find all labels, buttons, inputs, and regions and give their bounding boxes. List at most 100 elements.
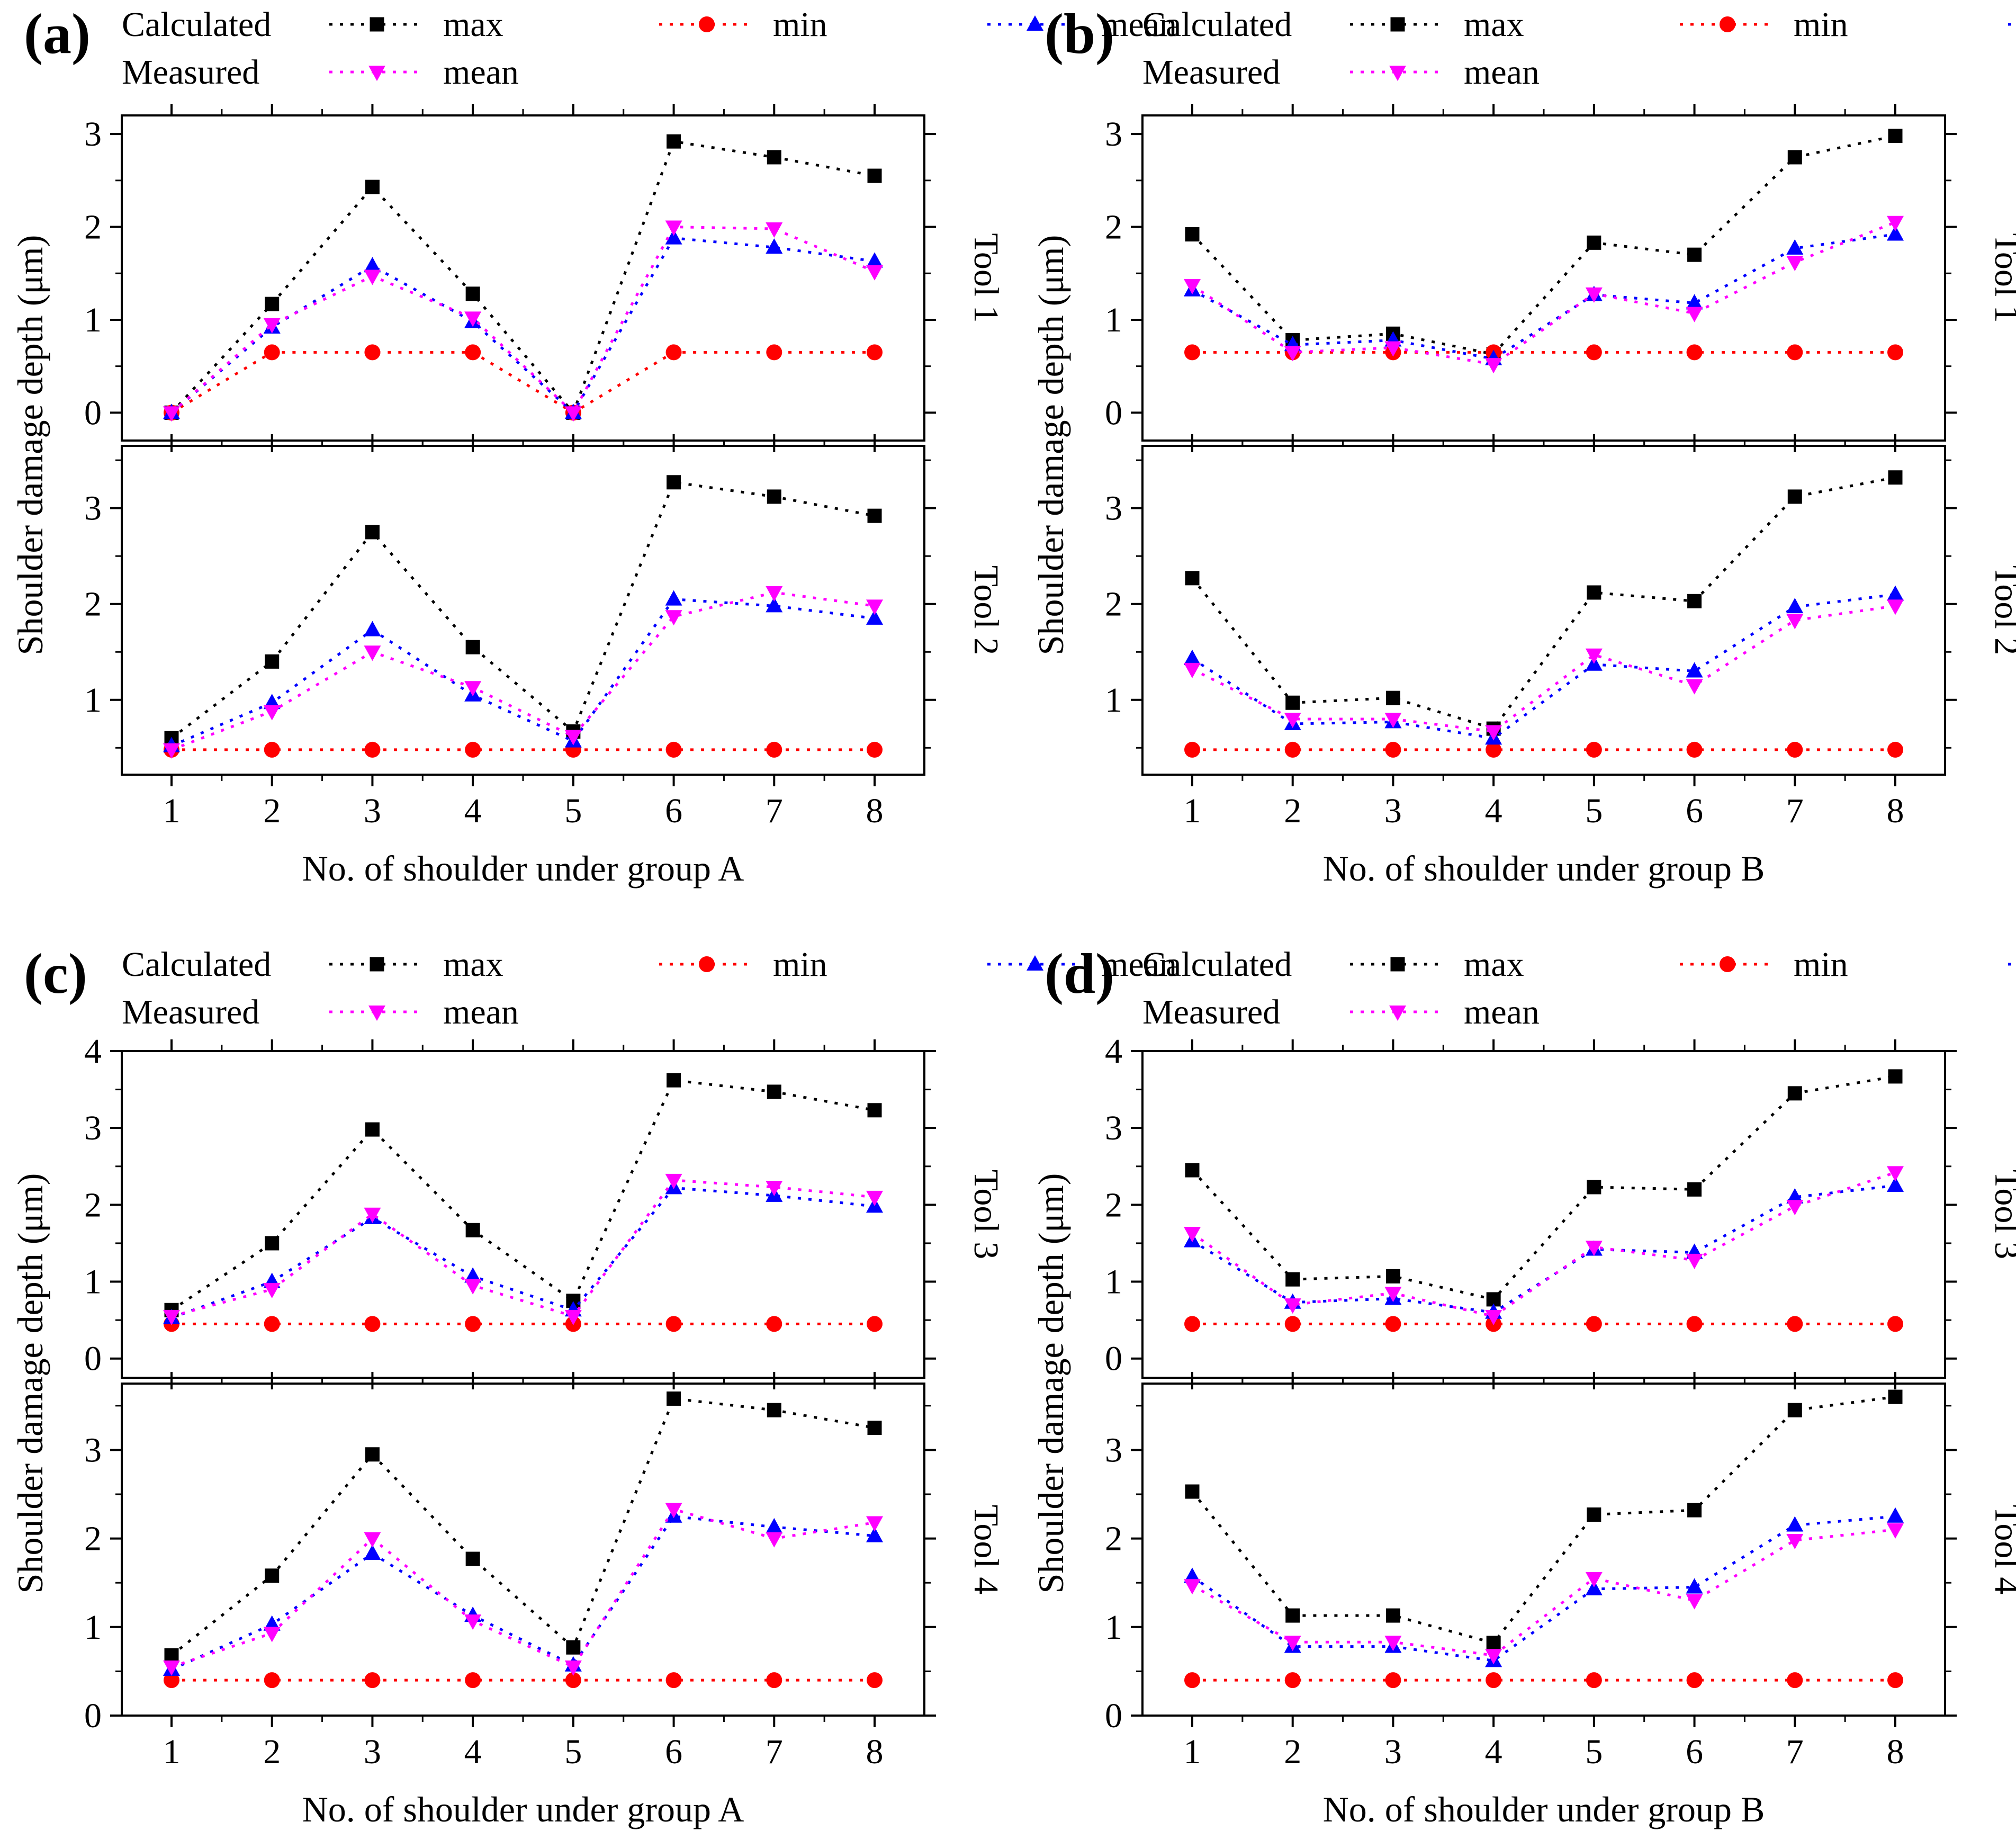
tool-label: Tool 1 <box>1987 233 2016 323</box>
point-max-6 <box>667 475 681 490</box>
legend-label-mean: mean <box>1101 5 1177 44</box>
panel-b: (b) Calculated Measured max min mean mean 0 1 2 3 T… <box>1031 3 2016 888</box>
x-tick-label: 2 <box>263 1733 281 1771</box>
point-mean-8 <box>1887 225 1904 241</box>
subplot-tool-2: 1 2 3 Tool 2 1 2 3 4 5 6 7 8 <box>84 434 1005 830</box>
legend-group-calculated: Calculated <box>122 945 271 984</box>
legend-group-calculated: Calculated <box>1142 5 1292 44</box>
point-mean-4 <box>464 1267 482 1283</box>
point-min-3 <box>364 1316 381 1332</box>
point-max-2 <box>1285 1272 1300 1287</box>
point-mean-7 <box>1786 1516 1804 1532</box>
y-tick-label: 1 <box>84 1608 102 1647</box>
point-max-5 <box>1587 1507 1601 1522</box>
point-max-2 <box>265 1236 280 1251</box>
point-mean-8 <box>1887 585 1904 601</box>
legend-group-measured: Measured <box>122 993 259 1031</box>
x-tick-label: 2 <box>263 792 281 830</box>
point-measured_mean-3 <box>364 1532 381 1548</box>
y-tick-label: 1 <box>84 301 102 339</box>
legend-marker-min <box>699 956 715 972</box>
plot-frame <box>1141 1383 1946 1717</box>
point-measured_mean-7 <box>766 1532 783 1548</box>
y-axis-title: Shoulder damage depth (μm) <box>10 1173 50 1594</box>
x-tick-label: 7 <box>1786 1733 1804 1771</box>
series-line-mean <box>170 236 875 415</box>
point-max-6 <box>1687 594 1702 608</box>
point-max-7 <box>767 150 781 165</box>
point-min-7 <box>1787 1672 1803 1689</box>
point-max-7 <box>1787 1403 1802 1417</box>
point-measured_mean-4 <box>464 311 482 327</box>
point-max-6 <box>1687 1503 1702 1518</box>
legend-group-calculated: Calculated <box>1142 945 1292 984</box>
series-line-mean <box>1191 593 1896 740</box>
point-mean-8 <box>1887 1507 1904 1523</box>
point-measured_mean-7 <box>1786 256 1804 272</box>
point-min-2 <box>1284 1672 1301 1689</box>
y-tick-label: 1 <box>1105 1608 1122 1647</box>
point-max-5 <box>1587 235 1601 250</box>
point-measured_mean-7 <box>766 222 783 238</box>
point-min-4 <box>465 741 481 758</box>
point-max-1 <box>1185 1484 1200 1499</box>
point-min-1 <box>1184 1672 1200 1689</box>
legend-group-measured: Measured <box>1142 53 1280 92</box>
point-measured_mean-8 <box>1887 1523 1904 1539</box>
x-axis-title: No. of shoulder under group B <box>1323 1789 1765 1829</box>
subplot-tool-3: 0 1 2 3 4 Tool 3 <box>84 1032 1005 1389</box>
series-line-mean <box>171 598 875 747</box>
point-min-7 <box>1787 1316 1803 1332</box>
point-measured_mean-6 <box>665 220 682 236</box>
point-min-8 <box>867 1316 883 1332</box>
x-tick-label: 4 <box>464 792 482 830</box>
x-tick-label: 3 <box>364 792 381 830</box>
x-tick-label: 3 <box>1384 1733 1402 1771</box>
point-max-3 <box>365 525 380 540</box>
subplot-tool-1: 0 1 2 3 Tool 1 <box>1105 104 2016 452</box>
y-tick-label: 3 <box>1105 1109 1122 1147</box>
x-tick-label: 7 <box>1786 792 1804 830</box>
point-measured_mean-4 <box>1485 1309 1502 1325</box>
x-tick-label: 2 <box>1284 792 1301 830</box>
point-measured_mean-3 <box>364 270 381 285</box>
point-min-7 <box>1787 741 1803 758</box>
point-measured_mean-6 <box>1686 1594 1703 1610</box>
y-axis-title: Shoulder damage depth (μm) <box>1031 235 1071 656</box>
point-max-2 <box>1285 695 1300 710</box>
x-tick-label: 7 <box>766 1733 783 1771</box>
y-tick-label: 2 <box>84 1520 102 1558</box>
legend-label-max: max <box>443 5 503 44</box>
point-measured_mean-5 <box>564 406 582 422</box>
point-measured_mean-3 <box>1384 341 1402 357</box>
y-tick-label: 0 <box>84 1697 102 1735</box>
x-tick-label: 4 <box>1485 792 1502 830</box>
plot-frame <box>121 114 925 442</box>
point-measured_mean-3 <box>364 645 381 661</box>
x-axis-title: No. of shoulder under group A <box>302 1789 744 1829</box>
legend-marker-measured-mean <box>1389 1006 1406 1021</box>
legend-marker-min <box>1720 956 1735 972</box>
point-min-3 <box>1385 1672 1401 1689</box>
panel-d: (d) Calculated Measured max min mean mean 0 1 2 3 4… <box>1031 943 2016 1829</box>
point-mean-6 <box>1686 294 1703 310</box>
legend: Calculated Measured max min mean mean <box>122 945 1177 1031</box>
legend-marker-mean <box>1027 15 1043 31</box>
y-tick-label: 3 <box>1105 1431 1122 1469</box>
point-measured_mean-8 <box>866 599 883 615</box>
legend-label-max: max <box>443 945 503 984</box>
point-max-3 <box>365 179 380 194</box>
point-max-2 <box>1285 1608 1300 1623</box>
y-tick-label: 1 <box>1105 301 1122 339</box>
point-mean-8 <box>1887 1177 1904 1192</box>
tool-label: Tool 4 <box>1987 1505 2016 1595</box>
y-tick-label: 3 <box>84 115 102 154</box>
point-measured_mean-6 <box>665 1503 682 1519</box>
point-max-4 <box>465 640 480 654</box>
point-measured_mean-5 <box>1585 648 1603 664</box>
point-max-4 <box>465 1551 480 1566</box>
point-max-8 <box>867 1421 882 1435</box>
legend-label-max: max <box>1464 5 1524 44</box>
point-min-3 <box>364 344 381 361</box>
y-tick-label: 1 <box>84 681 102 720</box>
